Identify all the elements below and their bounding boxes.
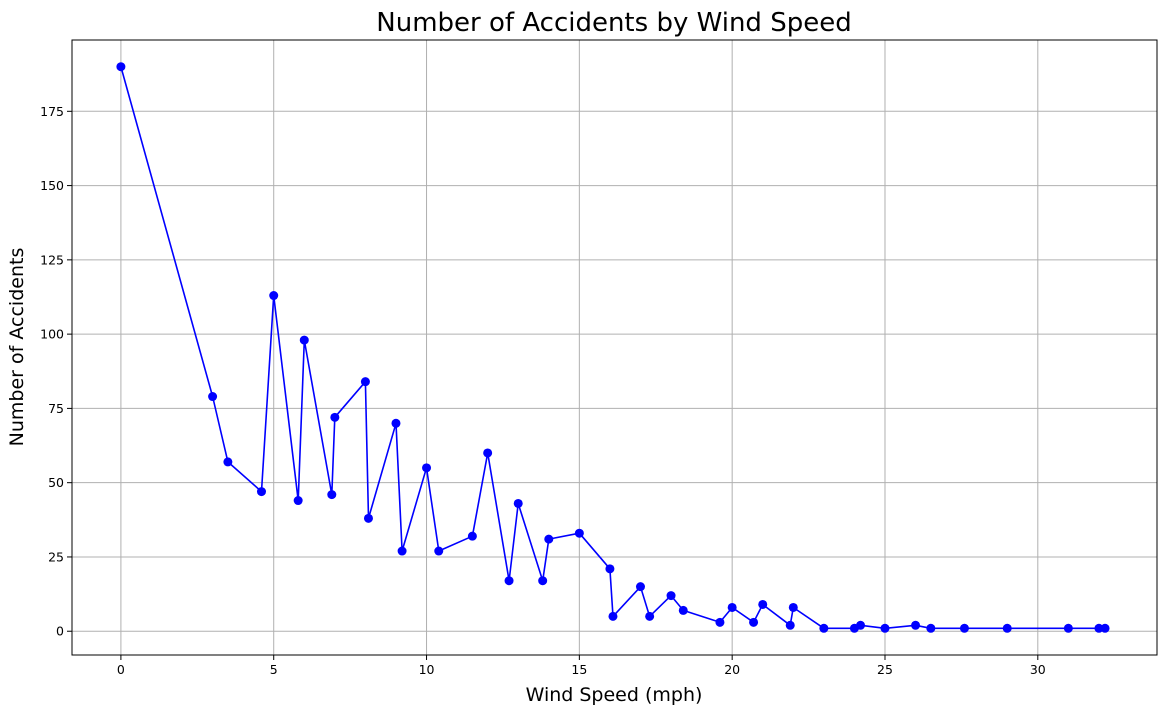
data-point [504, 576, 514, 586]
data-point [256, 487, 266, 497]
data-point [434, 546, 444, 556]
data-point [856, 620, 866, 630]
grid [72, 40, 1157, 655]
data-point [819, 623, 829, 633]
data-point [1002, 623, 1012, 633]
data-point [391, 418, 401, 428]
data-point [116, 62, 126, 72]
x-tick-label: 10 [419, 662, 435, 677]
data-point [422, 463, 432, 473]
data-point [538, 576, 548, 586]
y-tick-label: 25 [48, 549, 64, 564]
data-point [574, 528, 584, 538]
data-point [645, 611, 655, 621]
data-point [666, 591, 676, 601]
data-point [758, 599, 768, 609]
y-tick-label: 125 [40, 252, 64, 267]
data-point [605, 564, 615, 574]
data-point [727, 602, 737, 612]
series-line [120, 66, 1105, 630]
data-point [678, 605, 688, 615]
x-tick-label: 20 [724, 662, 740, 677]
plot-frame [71, 39, 1158, 656]
data-point [749, 617, 759, 627]
data-point [911, 620, 921, 630]
data-point [959, 623, 969, 633]
data-point [635, 582, 645, 592]
data-point [483, 448, 493, 458]
data-point [293, 496, 303, 506]
data-point [269, 291, 279, 301]
y-tick-label: 0 [56, 624, 64, 639]
data-point [299, 335, 309, 345]
data-point [330, 412, 340, 422]
x-axis-label: Wind Speed (mph) [526, 684, 703, 706]
data-point [327, 490, 337, 500]
data-point [208, 392, 218, 402]
chart-title: Number of Accidents by Wind Speed [376, 8, 851, 38]
data-point [1063, 623, 1073, 633]
y-tick-label: 50 [48, 475, 64, 490]
x-tick-label: 25 [877, 662, 893, 677]
y-axis-label: Number of Accidents [6, 248, 28, 447]
data-point [360, 377, 370, 387]
data-point [363, 513, 373, 523]
x-tick-label: 15 [571, 662, 587, 677]
data-point [1100, 623, 1110, 633]
x-tick-label: 30 [1030, 662, 1046, 677]
data-point [513, 498, 523, 508]
data-series [116, 62, 1110, 633]
axes: 0 5 10 15 20 25 30 0 25 50 75 100 125 150 175 [40, 104, 1046, 677]
data-point [880, 623, 890, 633]
data-point [715, 617, 725, 627]
data-point [223, 457, 233, 467]
y-tick-label: 100 [40, 327, 64, 342]
data-point [397, 546, 407, 556]
y-tick-label: 175 [40, 104, 64, 119]
data-point [467, 531, 477, 541]
data-point [926, 623, 936, 633]
y-tick-label: 75 [48, 401, 64, 416]
y-tick-label: 150 [40, 178, 64, 193]
data-point [544, 534, 554, 544]
x-tick-label: 5 [270, 662, 278, 677]
data-point [788, 602, 798, 612]
data-point [608, 611, 618, 621]
x-tick-label: 0 [117, 662, 125, 677]
data-point [785, 620, 795, 630]
